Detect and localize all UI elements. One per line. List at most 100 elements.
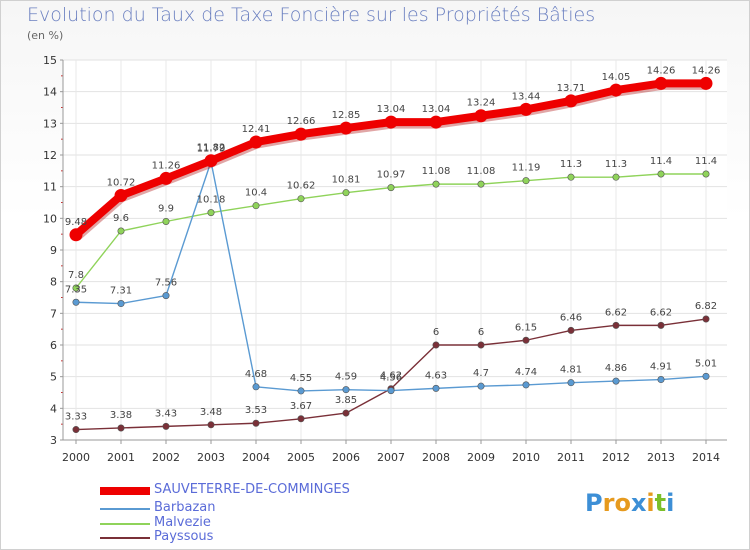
y-tick-label: 14: [43, 86, 57, 99]
x-tick-label: 2003: [197, 451, 225, 464]
data-label-payssous: 6.15: [515, 322, 537, 333]
data-point-barbazan: [72, 298, 80, 306]
data-label-malvezie: 11.3: [605, 159, 627, 170]
y-tick-label: 13: [43, 117, 57, 130]
data-label-barbazan: 4.91: [650, 362, 672, 373]
data-label-barbazan: 7.35: [65, 284, 87, 295]
legend-label: Malvezie: [154, 515, 211, 530]
x-tick-label: 2008: [422, 451, 450, 464]
chart-title: Evolution du Taux de Taxe Foncière sur l…: [27, 4, 596, 26]
x-tick-label: 2004: [242, 451, 270, 464]
data-point-malvezie: [162, 218, 170, 226]
y-tick-label: 10: [43, 212, 57, 225]
data-point-sauveterre-de-comminges: [339, 121, 353, 135]
data-label-barbazan: 7.31: [110, 286, 132, 297]
data-label-malvezie: 11.19: [512, 163, 541, 174]
data-label-malvezie: 10.4: [245, 188, 267, 199]
x-tick-label: 2014: [692, 451, 720, 464]
data-label-malvezie: 11.08: [422, 166, 451, 177]
x-tick-label: 2012: [602, 451, 630, 464]
legend-swatch: [100, 523, 150, 525]
data-label-barbazan: 4.7: [473, 368, 489, 379]
data-point-malvezie: [297, 195, 305, 203]
data-point-sauveterre-de-comminges: [159, 171, 173, 185]
data-label-payssous: 3.53: [245, 405, 267, 416]
data-point-barbazan: [702, 372, 710, 380]
data-label-sauveterre-de-comminges: 12.66: [287, 116, 316, 127]
data-point-malvezie: [477, 180, 485, 188]
logo-letter: o: [614, 489, 631, 517]
data-point-sauveterre-de-comminges: [384, 115, 398, 129]
data-label-payssous: 3.43: [155, 408, 177, 419]
data-point-malvezie: [702, 170, 710, 178]
data-label-payssous: 6.62: [650, 307, 672, 318]
data-point-sauveterre-de-comminges: [69, 228, 83, 242]
data-point-payssous: [477, 341, 485, 349]
data-point-payssous: [207, 421, 215, 429]
y-tick-label: 9: [50, 244, 57, 257]
y-tick-label: 3: [50, 434, 57, 447]
data-point-malvezie: [207, 209, 215, 217]
data-point-sauveterre-de-comminges: [249, 135, 263, 149]
y-tick-label: 6: [50, 339, 57, 352]
data-label-sauveterre-de-comminges: 11.26: [152, 160, 181, 171]
data-point-malvezie: [657, 170, 665, 178]
data-point-sauveterre-de-comminges: [654, 76, 668, 90]
x-tick-label: 2007: [377, 451, 405, 464]
data-point-payssous: [117, 424, 125, 432]
x-tick-label: 2010: [512, 451, 540, 464]
data-label-barbazan: 4.63: [425, 370, 447, 381]
data-point-payssous: [342, 409, 350, 417]
data-point-malvezie: [117, 227, 125, 235]
data-label-sauveterre-de-comminges: 11.82: [197, 143, 226, 154]
logo-letter: t: [654, 489, 667, 517]
y-tick-label: 11: [43, 181, 57, 194]
data-label-payssous: 4.62: [380, 371, 402, 382]
data-point-sauveterre-de-comminges: [114, 189, 128, 203]
logo-letter: i: [666, 489, 675, 517]
data-label-sauveterre-de-comminges: 14.26: [692, 65, 721, 76]
data-point-payssous: [567, 326, 575, 334]
data-point-malvezie: [252, 202, 260, 210]
data-label-barbazan: 4.86: [605, 363, 627, 374]
data-point-payssous: [522, 336, 530, 344]
x-tick-label: 2001: [107, 451, 135, 464]
data-point-barbazan: [252, 383, 260, 391]
data-label-barbazan: 4.81: [560, 365, 582, 376]
logo-letter: i: [646, 489, 655, 517]
data-label-malvezie: 10.18: [197, 195, 226, 206]
legend-label: Barbazan: [154, 500, 216, 515]
data-point-malvezie: [387, 184, 395, 192]
data-label-barbazan: 4.68: [245, 369, 267, 380]
data-point-sauveterre-de-comminges: [699, 76, 713, 90]
data-point-barbazan: [297, 387, 305, 395]
data-label-malvezie: 11.4: [650, 156, 672, 167]
legend-label: Payssous: [154, 529, 214, 544]
y-tick-label: 5: [50, 371, 57, 384]
data-label-malvezie: 10.81: [332, 175, 361, 186]
data-label-sauveterre-de-comminges: 14.05: [602, 72, 631, 83]
data-point-sauveterre-de-comminges: [294, 127, 308, 141]
legend-swatch: [100, 508, 150, 510]
data-label-payssous: 3.67: [290, 401, 312, 412]
data-label-barbazan: 5.01: [695, 358, 717, 369]
data-label-sauveterre-de-comminges: 9.48: [65, 217, 87, 228]
data-point-barbazan: [117, 300, 125, 308]
data-point-payssous: [72, 426, 80, 434]
data-label-sauveterre-de-comminges: 12.41: [242, 124, 271, 135]
x-tick-label: 2000: [62, 451, 90, 464]
data-label-malvezie: 11.3: [560, 159, 582, 170]
proxiti-logo: Proxiti: [585, 489, 674, 517]
data-label-barbazan: 7.56: [155, 278, 177, 289]
data-point-malvezie: [432, 180, 440, 188]
data-point-payssous: [702, 315, 710, 323]
data-point-barbazan: [432, 384, 440, 392]
data-label-sauveterre-de-comminges: 13.24: [467, 98, 496, 109]
data-point-payssous: [252, 419, 260, 427]
data-label-payssous: 6.82: [695, 301, 717, 312]
data-label-malvezie: 11.4: [695, 156, 717, 167]
data-label-payssous: 3.38: [110, 410, 132, 421]
y-tick-label: 4: [50, 402, 57, 415]
data-point-malvezie: [522, 177, 530, 185]
